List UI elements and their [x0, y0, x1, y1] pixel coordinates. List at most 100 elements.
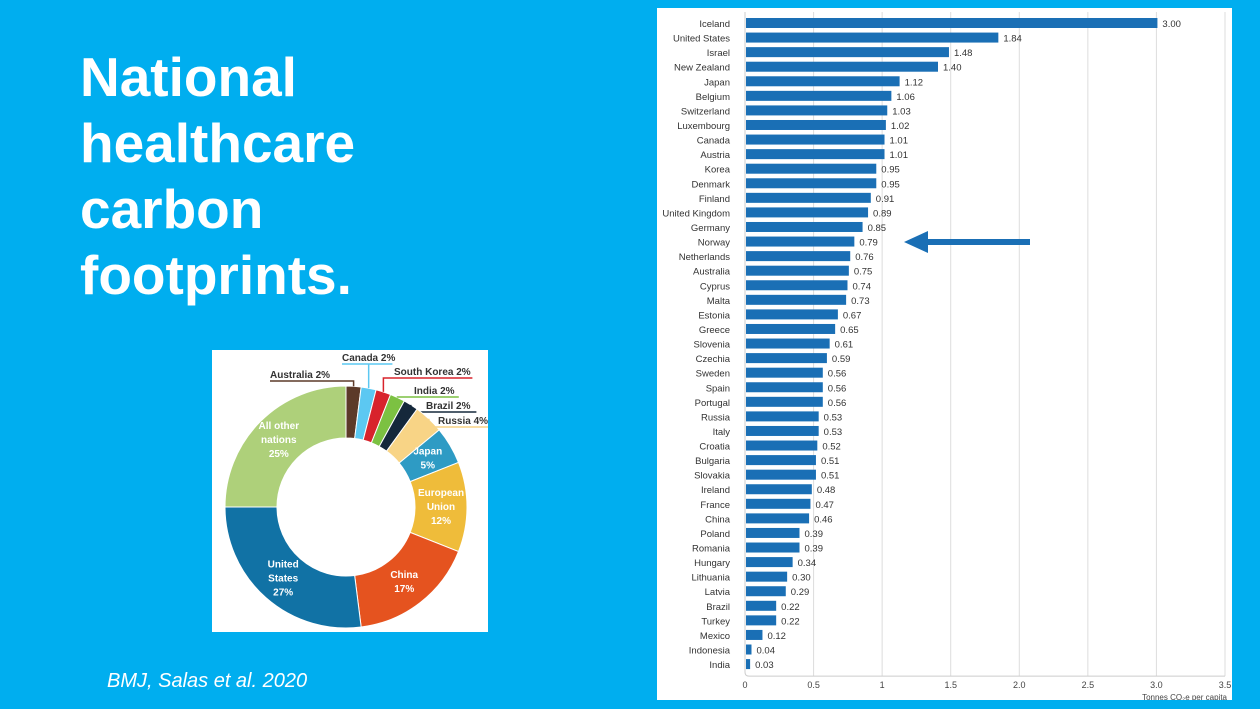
bar-united-kingdom [746, 207, 869, 218]
category-label: Germany [691, 223, 730, 234]
category-label: Croatia [699, 442, 730, 453]
data-label: 0.30 [792, 573, 811, 584]
leader-line [342, 363, 393, 389]
x-axis [744, 12, 1225, 677]
donut-slice-all-other-nations [224, 385, 347, 508]
bar-ireland [746, 484, 812, 495]
category-label: Sweden [696, 369, 730, 380]
data-label: 1.06 [896, 92, 915, 103]
category-label: Ireland [701, 485, 730, 496]
data-label: 0.56 [828, 369, 847, 380]
bar-india [746, 659, 751, 670]
bar-korea [746, 163, 877, 174]
data-label: 0.47 [815, 500, 834, 511]
leader-line [382, 377, 473, 392]
data-label: 0.61 [835, 340, 854, 351]
data-label: 1.02 [891, 121, 910, 132]
bar-russia [746, 411, 819, 422]
data-label: 0.79 [859, 238, 878, 249]
bar-slovenia [746, 338, 830, 349]
bar-austria [746, 149, 885, 160]
bar-japan [746, 76, 900, 87]
data-label: 0.03 [755, 660, 774, 671]
bar-poland [746, 527, 800, 538]
donut-label: Japan 5% [413, 447, 442, 472]
category-label: Denmark [691, 179, 730, 190]
category-label: Latvia [705, 587, 731, 598]
data-label: 1.01 [890, 136, 909, 147]
data-label: 0.48 [817, 485, 836, 496]
category-label: Spain [706, 383, 730, 394]
bar-cyprus [746, 280, 848, 291]
category-label: Iceland [699, 19, 730, 30]
category-label: Portugal [695, 398, 730, 409]
category-label: Russia [701, 412, 731, 423]
bar-norway [746, 236, 855, 247]
bar-netherlands [746, 251, 851, 262]
bar-luxembourg [746, 119, 886, 130]
category-label: Netherlands [679, 252, 730, 263]
bar-israel [746, 47, 949, 58]
data-label: 0.51 [821, 471, 840, 482]
donut-label: Australia 2% [270, 370, 330, 381]
data-label: 0.95 [881, 165, 900, 176]
slide-title: National healthcare carbon footprints. [80, 46, 356, 306]
donut-label: United States 27% [268, 559, 299, 598]
category-label: Japan [704, 77, 730, 88]
bar-malta [746, 294, 847, 305]
category-label: Poland [700, 529, 730, 540]
data-label: 0.56 [828, 383, 847, 394]
leader-line [270, 380, 355, 387]
bar-mexico [746, 629, 763, 640]
donut-label: South Korea 2% [394, 367, 471, 378]
bar-finland [746, 192, 871, 203]
data-label: 0.51 [821, 456, 840, 467]
category-label: Cyprus [700, 281, 730, 292]
x-tick-label: 0 [742, 680, 747, 690]
citation: BMJ, Salas et al. 2020 [107, 670, 308, 692]
bar-united-states [746, 32, 999, 43]
bar-canada [746, 134, 885, 145]
data-label: 0.53 [824, 412, 843, 423]
category-label: United States [673, 34, 730, 45]
x-tick-label: 0.5 [807, 680, 820, 690]
category-label: Canada [697, 136, 731, 147]
data-label: 1.48 [954, 48, 973, 59]
data-label: 0.52 [822, 442, 841, 453]
bar-romania [746, 542, 800, 553]
data-label: 0.85 [868, 223, 887, 234]
category-label: Australia [693, 267, 731, 278]
bar-hungary [746, 557, 793, 568]
bar-latvia [746, 586, 786, 597]
category-label: New Zealand [674, 63, 730, 74]
bar-germany [746, 221, 863, 232]
category-label: Brazil [706, 602, 730, 613]
category-label: United Kingdom [662, 208, 730, 219]
x-tick-label: 2.0 [1013, 680, 1026, 690]
data-label: 0.46 [814, 514, 833, 525]
bar-brazil [746, 600, 777, 611]
donut-chart-panel: Australia 2% Canada 2% South Korea 2% India… [212, 350, 489, 632]
donut-label: India 2% [414, 386, 455, 397]
data-label: 0.59 [832, 354, 851, 365]
data-label: 0.95 [881, 179, 900, 190]
leader-line [410, 404, 477, 413]
arrow-icon [904, 231, 1030, 253]
data-label: 0.75 [854, 267, 873, 278]
data-label: 0.29 [791, 587, 810, 598]
data-label: 0.22 [781, 616, 799, 627]
category-label: Belgium [696, 92, 730, 103]
category-label: Bulgaria [695, 456, 731, 467]
data-label: 0.91 [876, 194, 895, 205]
bar-switzerland [746, 105, 888, 116]
data-label: 0.39 [804, 544, 823, 555]
x-tick-label: 3.5 [1219, 680, 1232, 690]
x-axis-label: Tonnes CO₂e per capita [1142, 693, 1227, 700]
bar-portugal [746, 396, 823, 407]
bar-australia [746, 265, 849, 276]
data-label: 1.01 [890, 150, 909, 161]
donut-label: Canada 2% [342, 353, 395, 364]
data-label: 1.03 [892, 106, 911, 117]
bar-iceland [746, 18, 1158, 28]
